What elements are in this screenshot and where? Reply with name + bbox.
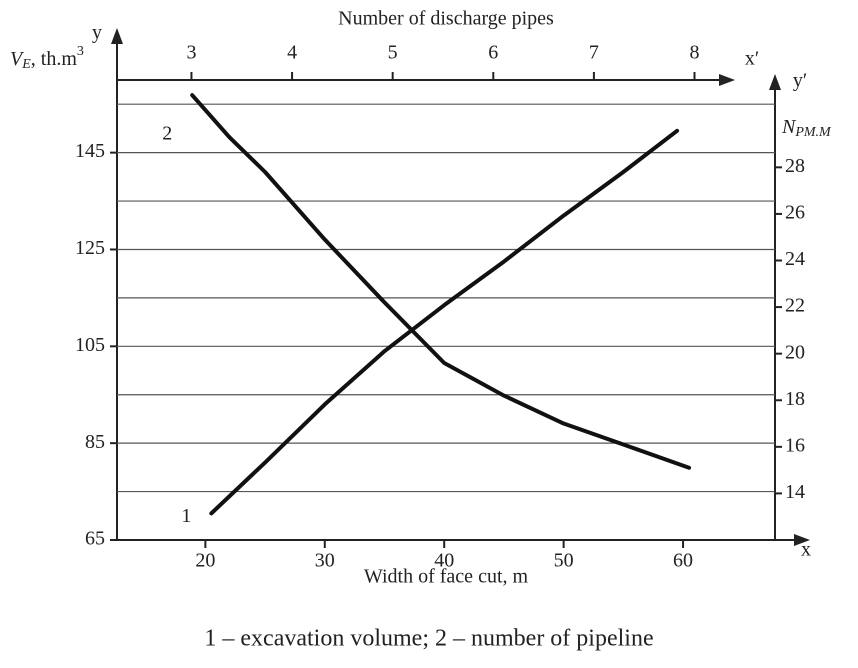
y2-tick-label: 28 (785, 155, 805, 177)
x-axis-name: x (801, 539, 811, 561)
line (190, 93, 692, 470)
axes (116, 38, 800, 541)
top-axis-title: Number of discharge pipes (338, 8, 554, 30)
y2-tick-label: 24 (785, 248, 805, 270)
y2-tick-label: 16 (785, 434, 805, 456)
y2-tick-label: 14 (785, 481, 805, 503)
y2-label-sub: PM.M (794, 125, 832, 140)
line (209, 128, 680, 516)
y2-axis-title: NPM.M (781, 116, 832, 141)
y2-axis-name: y′ (793, 70, 807, 92)
x-tick-label: 50 (554, 550, 574, 572)
x2-tick-label: 8 (690, 42, 700, 64)
y2-tick-label: 20 (785, 341, 805, 363)
y-tick-label: 105 (75, 334, 105, 356)
x2-tick-label: 3 (186, 42, 196, 64)
x2-axis-name: x′ (745, 48, 759, 70)
x2-tick-label: 4 (287, 42, 297, 64)
y2-tick-label: 26 (785, 202, 805, 224)
y-label-sub: E (21, 57, 31, 72)
x2-tick-label: 6 (488, 42, 498, 64)
arrow (769, 74, 781, 90)
y-tick-label: 145 (75, 140, 105, 162)
x-tick-label: 40 (434, 550, 454, 572)
arrow (111, 28, 123, 44)
x-tick-label: 30 (315, 550, 335, 572)
y-tick-label: 65 (85, 528, 105, 550)
x-tick-label: 20 (195, 550, 215, 572)
y-label-main: V (10, 48, 25, 70)
series-label: 1 (181, 505, 191, 527)
x2-tick-label: 7 (589, 42, 599, 64)
series-label: 2 (162, 123, 172, 145)
y-tick-label: 125 (75, 237, 105, 259)
y2-tick-label: 22 (785, 295, 805, 317)
arrow (794, 534, 810, 546)
y-axis-title: VE, th.m3 (10, 44, 84, 72)
y2-label-main: N (781, 116, 797, 138)
x2-tick-label: 5 (388, 42, 398, 64)
x-tick-label: 60 (673, 550, 693, 572)
y2-tick-label: 18 (785, 388, 805, 410)
arrows (111, 28, 810, 546)
y-tick-label: 85 (85, 431, 105, 453)
arrow (719, 74, 735, 86)
y-axis-name: y (92, 22, 102, 44)
caption: 1 – excavation volume; 2 – number of pip… (204, 626, 653, 652)
y-label-rest: , th.m (31, 48, 78, 70)
y-label-sup: 3 (77, 44, 84, 59)
x-axis-title: Width of face cut, m (364, 566, 529, 588)
